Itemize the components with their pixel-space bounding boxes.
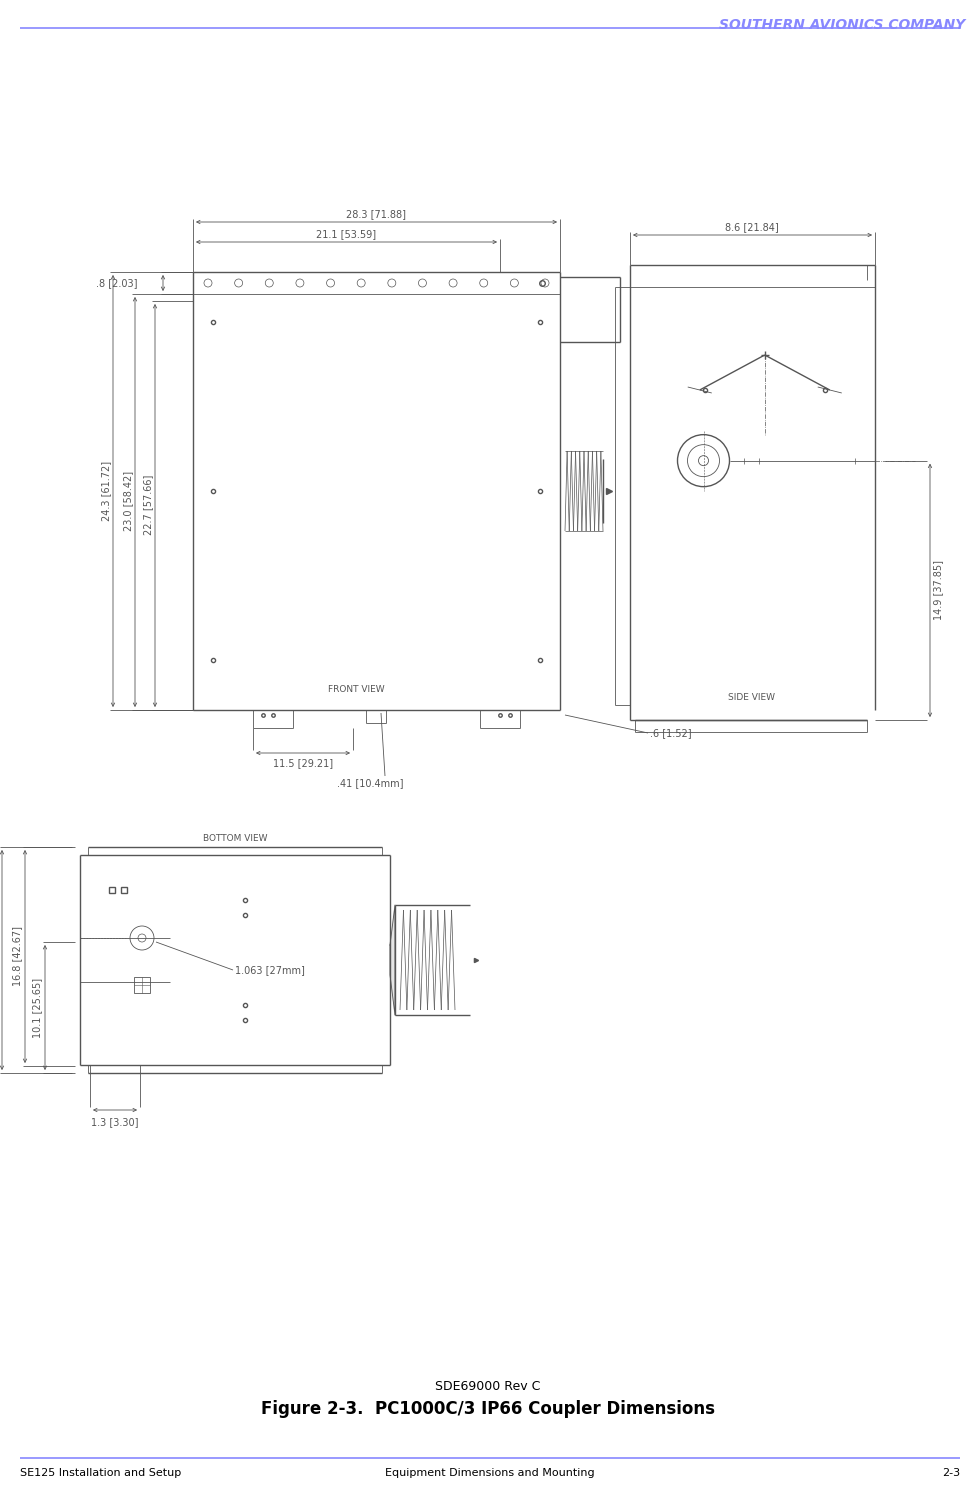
Text: 22.7 [57.66]: 22.7 [57.66]: [143, 474, 153, 536]
Text: 14.9 [37.85]: 14.9 [37.85]: [933, 560, 943, 621]
Text: 2-3: 2-3: [942, 1468, 960, 1479]
Polygon shape: [390, 906, 395, 1015]
Text: 8.6 [21.84]: 8.6 [21.84]: [725, 222, 779, 231]
Text: 24.3 [61.72]: 24.3 [61.72]: [101, 461, 111, 521]
Text: 10.1 [25.65]: 10.1 [25.65]: [32, 977, 42, 1038]
Text: SOUTHERN AVIONICS COMPANY: SOUTHERN AVIONICS COMPANY: [719, 18, 965, 31]
Text: 23.0 [58.42]: 23.0 [58.42]: [123, 471, 133, 531]
Text: 28.3 [71.88]: 28.3 [71.88]: [346, 209, 406, 219]
Text: SIDE VIEW: SIDE VIEW: [729, 694, 776, 703]
Text: FRONT VIEW: FRONT VIEW: [327, 685, 384, 694]
Text: BOTTOM VIEW: BOTTOM VIEW: [203, 834, 268, 843]
Text: 1.3 [3.30]: 1.3 [3.30]: [91, 1118, 139, 1126]
Text: 11.5 [29.21]: 11.5 [29.21]: [273, 758, 333, 768]
Text: 16.8 [42.67]: 16.8 [42.67]: [12, 927, 22, 986]
Text: SE125 Installation and Setup: SE125 Installation and Setup: [20, 1468, 182, 1479]
Bar: [134, 977, 150, 994]
Text: .8 [2.03]: .8 [2.03]: [97, 278, 138, 288]
Text: .6 [1.52]: .6 [1.52]: [650, 728, 692, 739]
Text: Equipment Dimensions and Mounting: Equipment Dimensions and Mounting: [385, 1468, 595, 1479]
Text: SDE69000 Rev C: SDE69000 Rev C: [436, 1380, 540, 1394]
Text: Figure 2-3.  PC1000C/3 IP66 Coupler Dimensions: Figure 2-3. PC1000C/3 IP66 Coupler Dimen…: [261, 1399, 715, 1417]
Text: 21.1 [53.59]: 21.1 [53.59]: [316, 228, 376, 239]
Text: .41 [10.4mm]: .41 [10.4mm]: [337, 777, 404, 788]
Text: 1.063 [27mm]: 1.063 [27mm]: [235, 965, 305, 974]
